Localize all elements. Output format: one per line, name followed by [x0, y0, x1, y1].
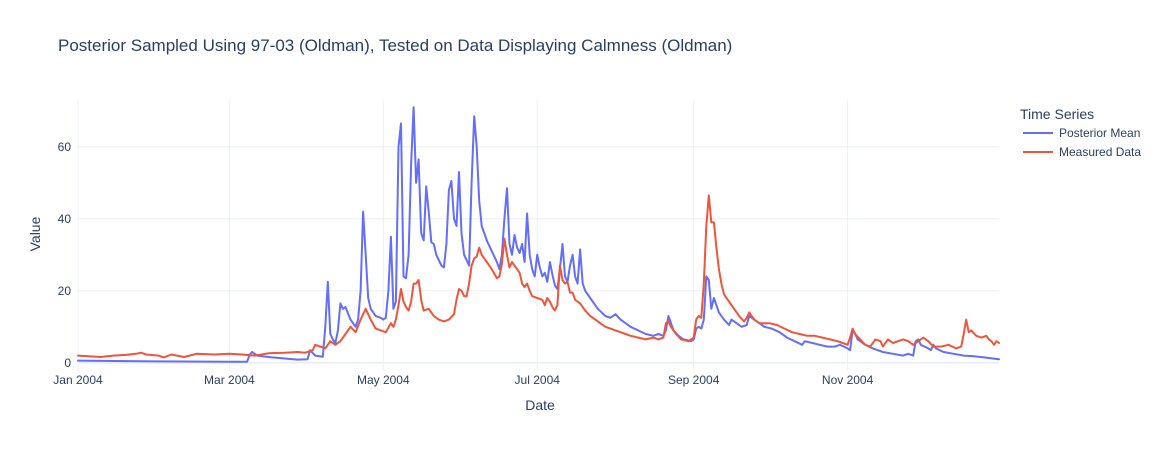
x-tick-label-0: Jan 2004	[53, 373, 103, 387]
legend: Time Series Posterior Mean Measured Data	[1020, 106, 1141, 159]
x-axis-ticks: Jan 2004 Mar 2004 May 2004 Jul 2004 Sep 2004…	[53, 373, 873, 387]
y-tick-label-2: 40	[58, 212, 72, 226]
x-tick-label-1: Mar 2004	[204, 373, 255, 387]
x-tick-label-5: Nov 2004	[822, 373, 874, 387]
y-axis-title: Value	[27, 216, 43, 251]
chart-title: Posterior Sampled Using 97-03 (Oldman), …	[58, 36, 732, 55]
x-axis-title: Date	[525, 397, 555, 413]
x-tick-label-2: May 2004	[357, 373, 410, 387]
x-tick-label-4: Sep 2004	[668, 373, 720, 387]
y-tick-label-0: 0	[64, 356, 71, 370]
series-line-posterior-mean	[77, 106, 1000, 363]
y-tick-label-1: 20	[58, 284, 72, 298]
series-layer	[77, 106, 1000, 363]
legend-label-0: Posterior Mean	[1059, 126, 1140, 140]
x-gridlines	[77, 100, 849, 370]
legend-title: Time Series	[1020, 106, 1094, 122]
y-gridlines	[78, 146, 999, 364]
series-line-measured-data	[77, 194, 1000, 359]
y-axis-ticks: 0 20 40 60	[58, 140, 72, 370]
legend-items: Posterior Mean Measured Data	[1023, 126, 1141, 159]
x-tick-label-3: Jul 2004	[515, 373, 561, 387]
legend-label-1: Measured Data	[1059, 145, 1141, 159]
y-tick-label-3: 60	[58, 140, 72, 154]
